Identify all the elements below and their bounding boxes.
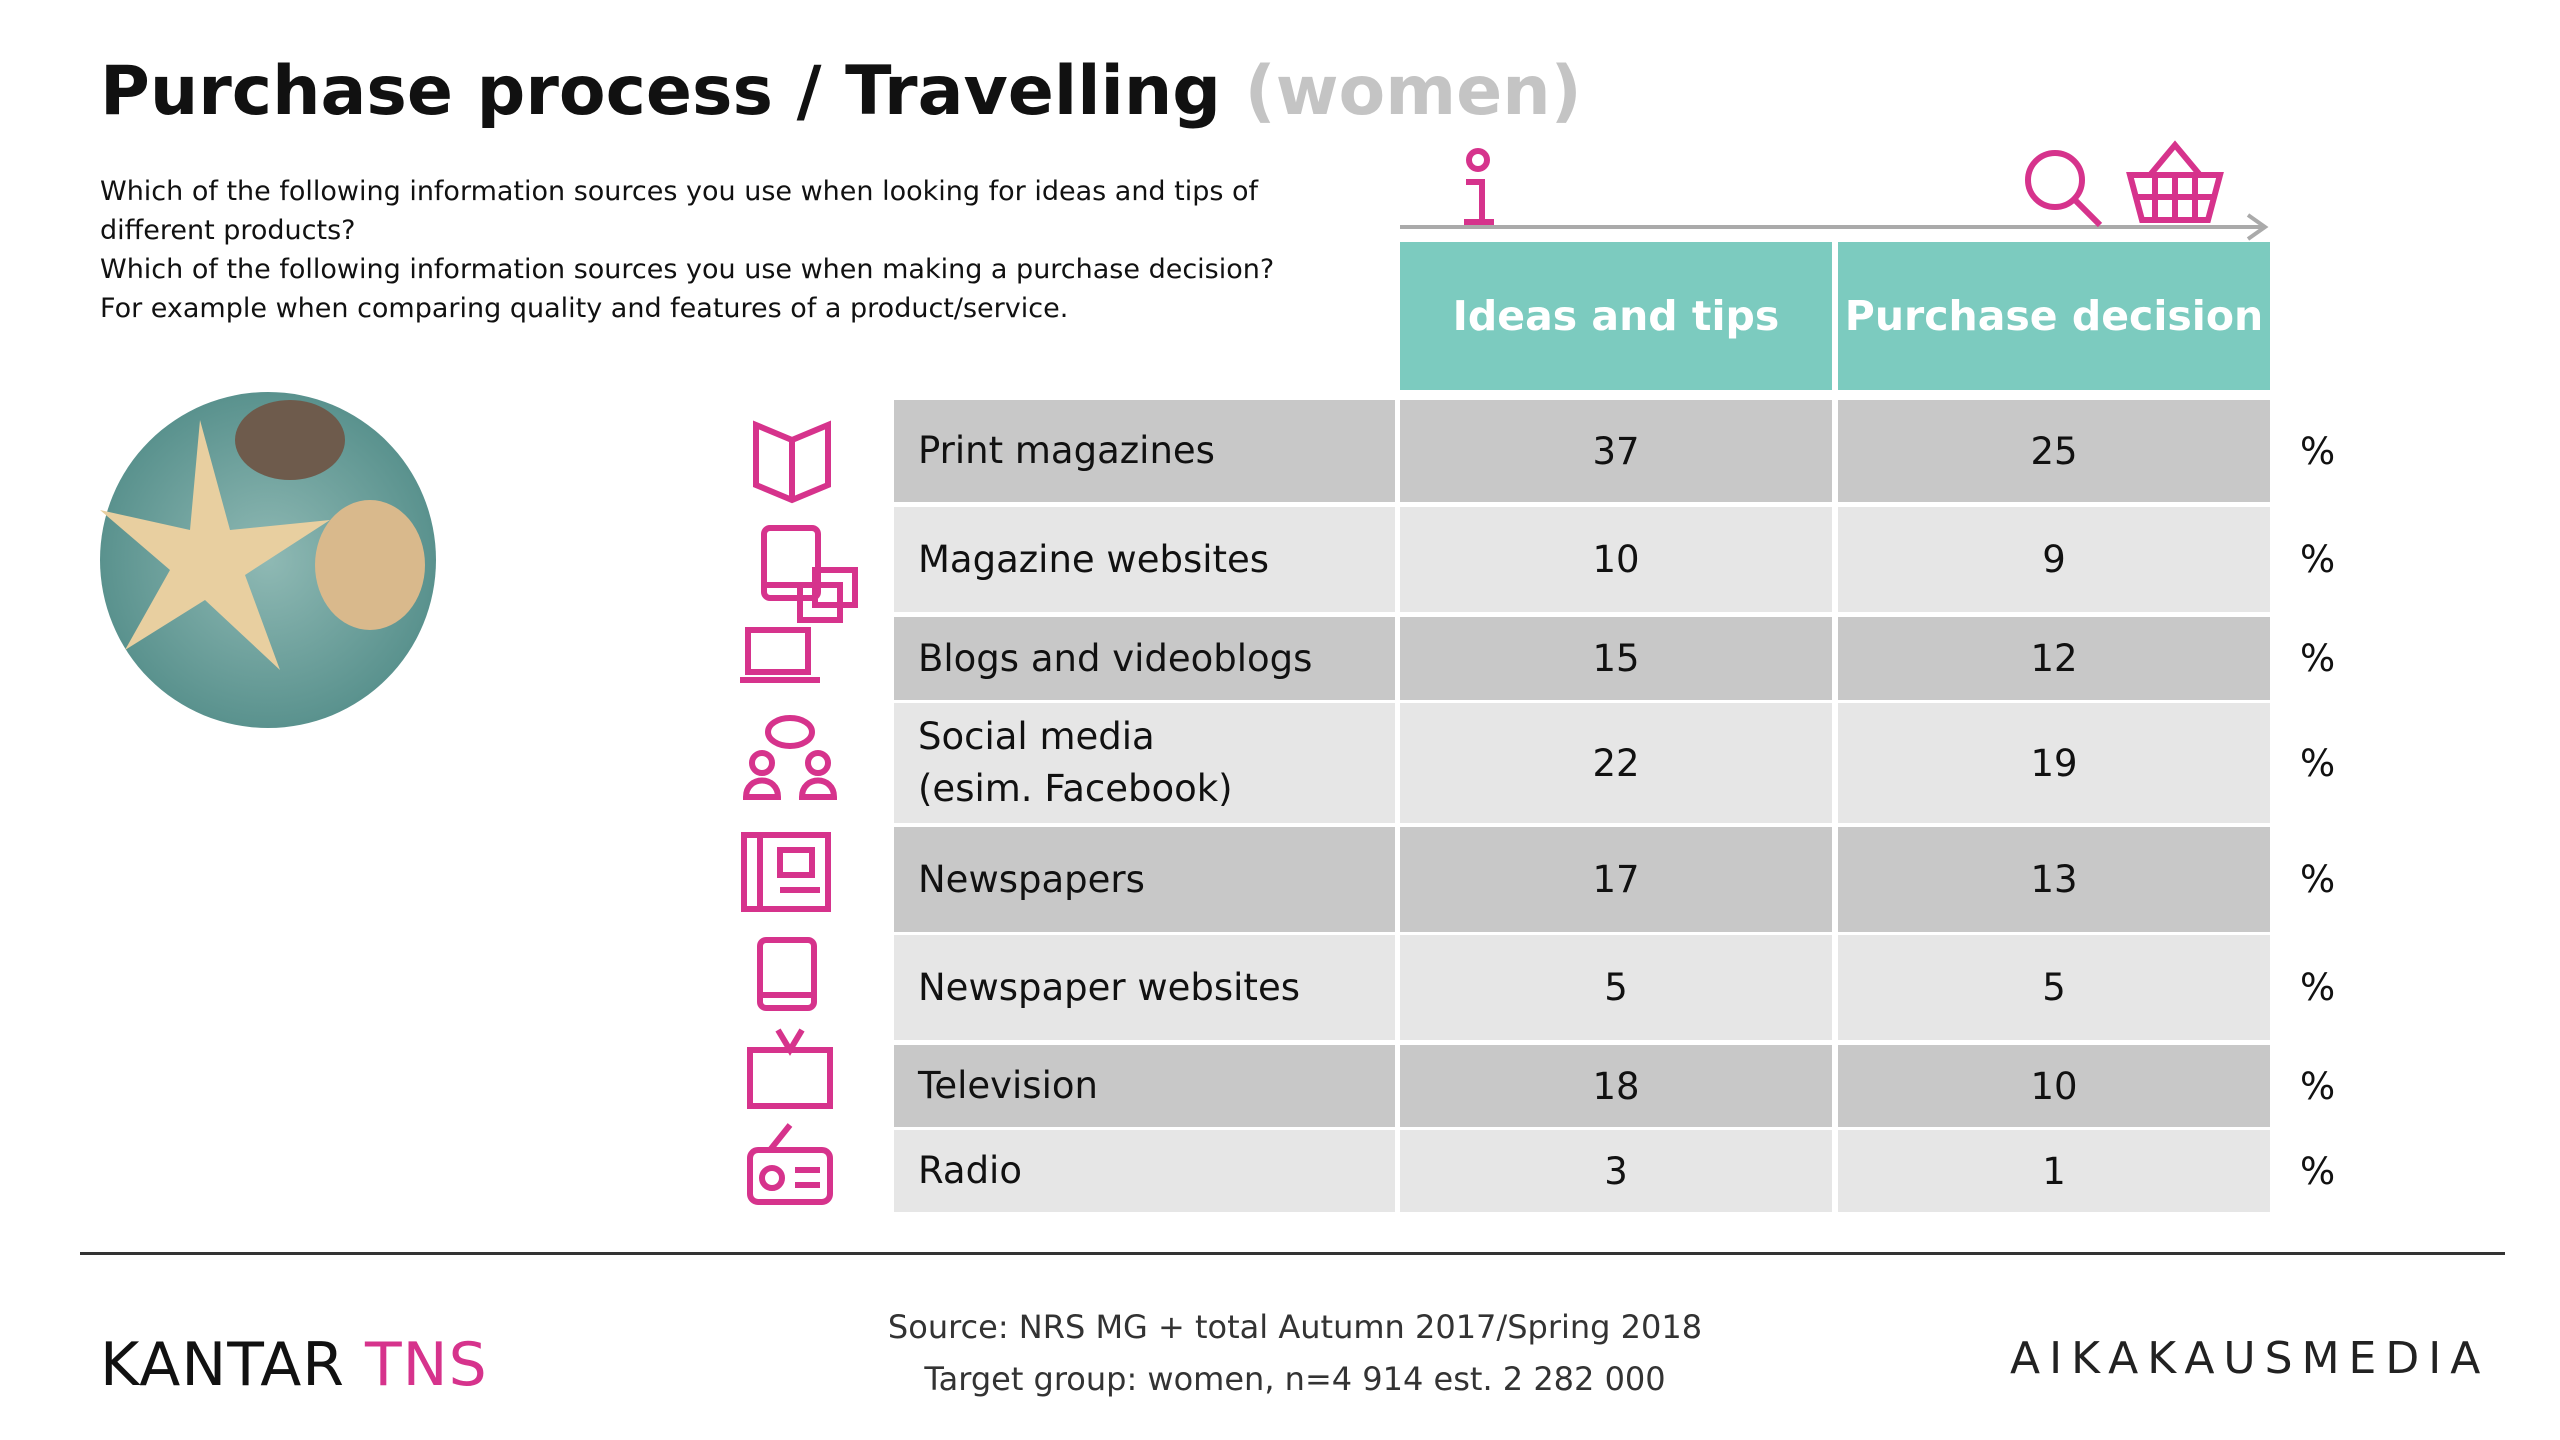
- cell-ideas: 17: [1400, 827, 1832, 932]
- cell-ideas: 5: [1400, 935, 1832, 1040]
- question: For example when comparing quality and f…: [100, 293, 1069, 324]
- question: Which of the following information sourc…: [100, 176, 1259, 246]
- cell-ideas: 10: [1400, 507, 1832, 612]
- cell-purchase: 5: [1838, 935, 2270, 1040]
- cell-purchase: 25: [1838, 400, 2270, 502]
- title-text: Purchase process / Travelling: [100, 52, 1221, 131]
- cell-ideas: 37: [1400, 400, 1832, 502]
- cell-ideas: 18: [1400, 1045, 1832, 1127]
- cell-purchase: 19: [1838, 703, 2270, 823]
- row-label: Television: [894, 1045, 1395, 1127]
- row-label: Social media (esim. Facebook): [894, 703, 1395, 823]
- cell-purchase: 9: [1838, 507, 2270, 612]
- row-label: Magazine websites: [894, 507, 1395, 612]
- unit: %: [2300, 741, 2336, 785]
- question: Which of the following information sourc…: [100, 254, 1275, 285]
- icons: [740, 140, 2224, 1205]
- cell-ideas: 22: [1400, 703, 1832, 823]
- logo-kantar: KANTAR TNS: [100, 1330, 488, 1400]
- divider: [80, 1252, 2505, 1255]
- cell-purchase: 10: [1838, 1045, 2270, 1127]
- unit: %: [2300, 637, 2336, 680]
- cell-purchase: 12: [1838, 617, 2270, 700]
- source: Source: NRS MG + total Autumn 2017/Sprin…: [887, 1308, 1703, 1346]
- logo-aikakausmedia: AIKAKAUSMEDIA: [2010, 1333, 2490, 1384]
- unit: %: [2300, 538, 2336, 581]
- row-label: Newspapers: [894, 827, 1395, 932]
- shell: [315, 500, 425, 630]
- arrow-head: [2246, 213, 2269, 241]
- row-label: Radio: [894, 1130, 1395, 1212]
- row-label: Blogs and videoblogs: [894, 617, 1395, 700]
- unit: %: [2300, 429, 2336, 473]
- unit: %: [2300, 1064, 2336, 1108]
- cell-ideas: 3: [1400, 1130, 1832, 1212]
- column-header: Ideas and tips: [1400, 242, 1832, 390]
- title: Purchase process / Travelling (women): [100, 52, 1582, 131]
- starfish: [100, 420, 330, 670]
- row-label: Print magazines: [894, 400, 1395, 502]
- row-label: Newspaper websites: [894, 935, 1395, 1040]
- logo-text: TNS: [365, 1330, 488, 1400]
- unit: %: [2300, 1149, 2336, 1193]
- target-group: Target group: women, n=4 914 est. 2 282 …: [924, 1360, 1666, 1398]
- unit: %: [2300, 966, 2336, 1009]
- cell-purchase: 1: [1838, 1130, 2270, 1212]
- title-suffix: (women): [1244, 52, 1582, 131]
- unit: %: [2300, 858, 2336, 901]
- cell-purchase: 13: [1838, 827, 2270, 932]
- shell: [235, 400, 345, 480]
- column-header: Purchase decision: [1838, 242, 2270, 390]
- logo-text: KANTAR: [100, 1330, 345, 1400]
- cell-ideas: 15: [1400, 617, 1832, 700]
- questions: Which of the following information sourc…: [100, 172, 1300, 328]
